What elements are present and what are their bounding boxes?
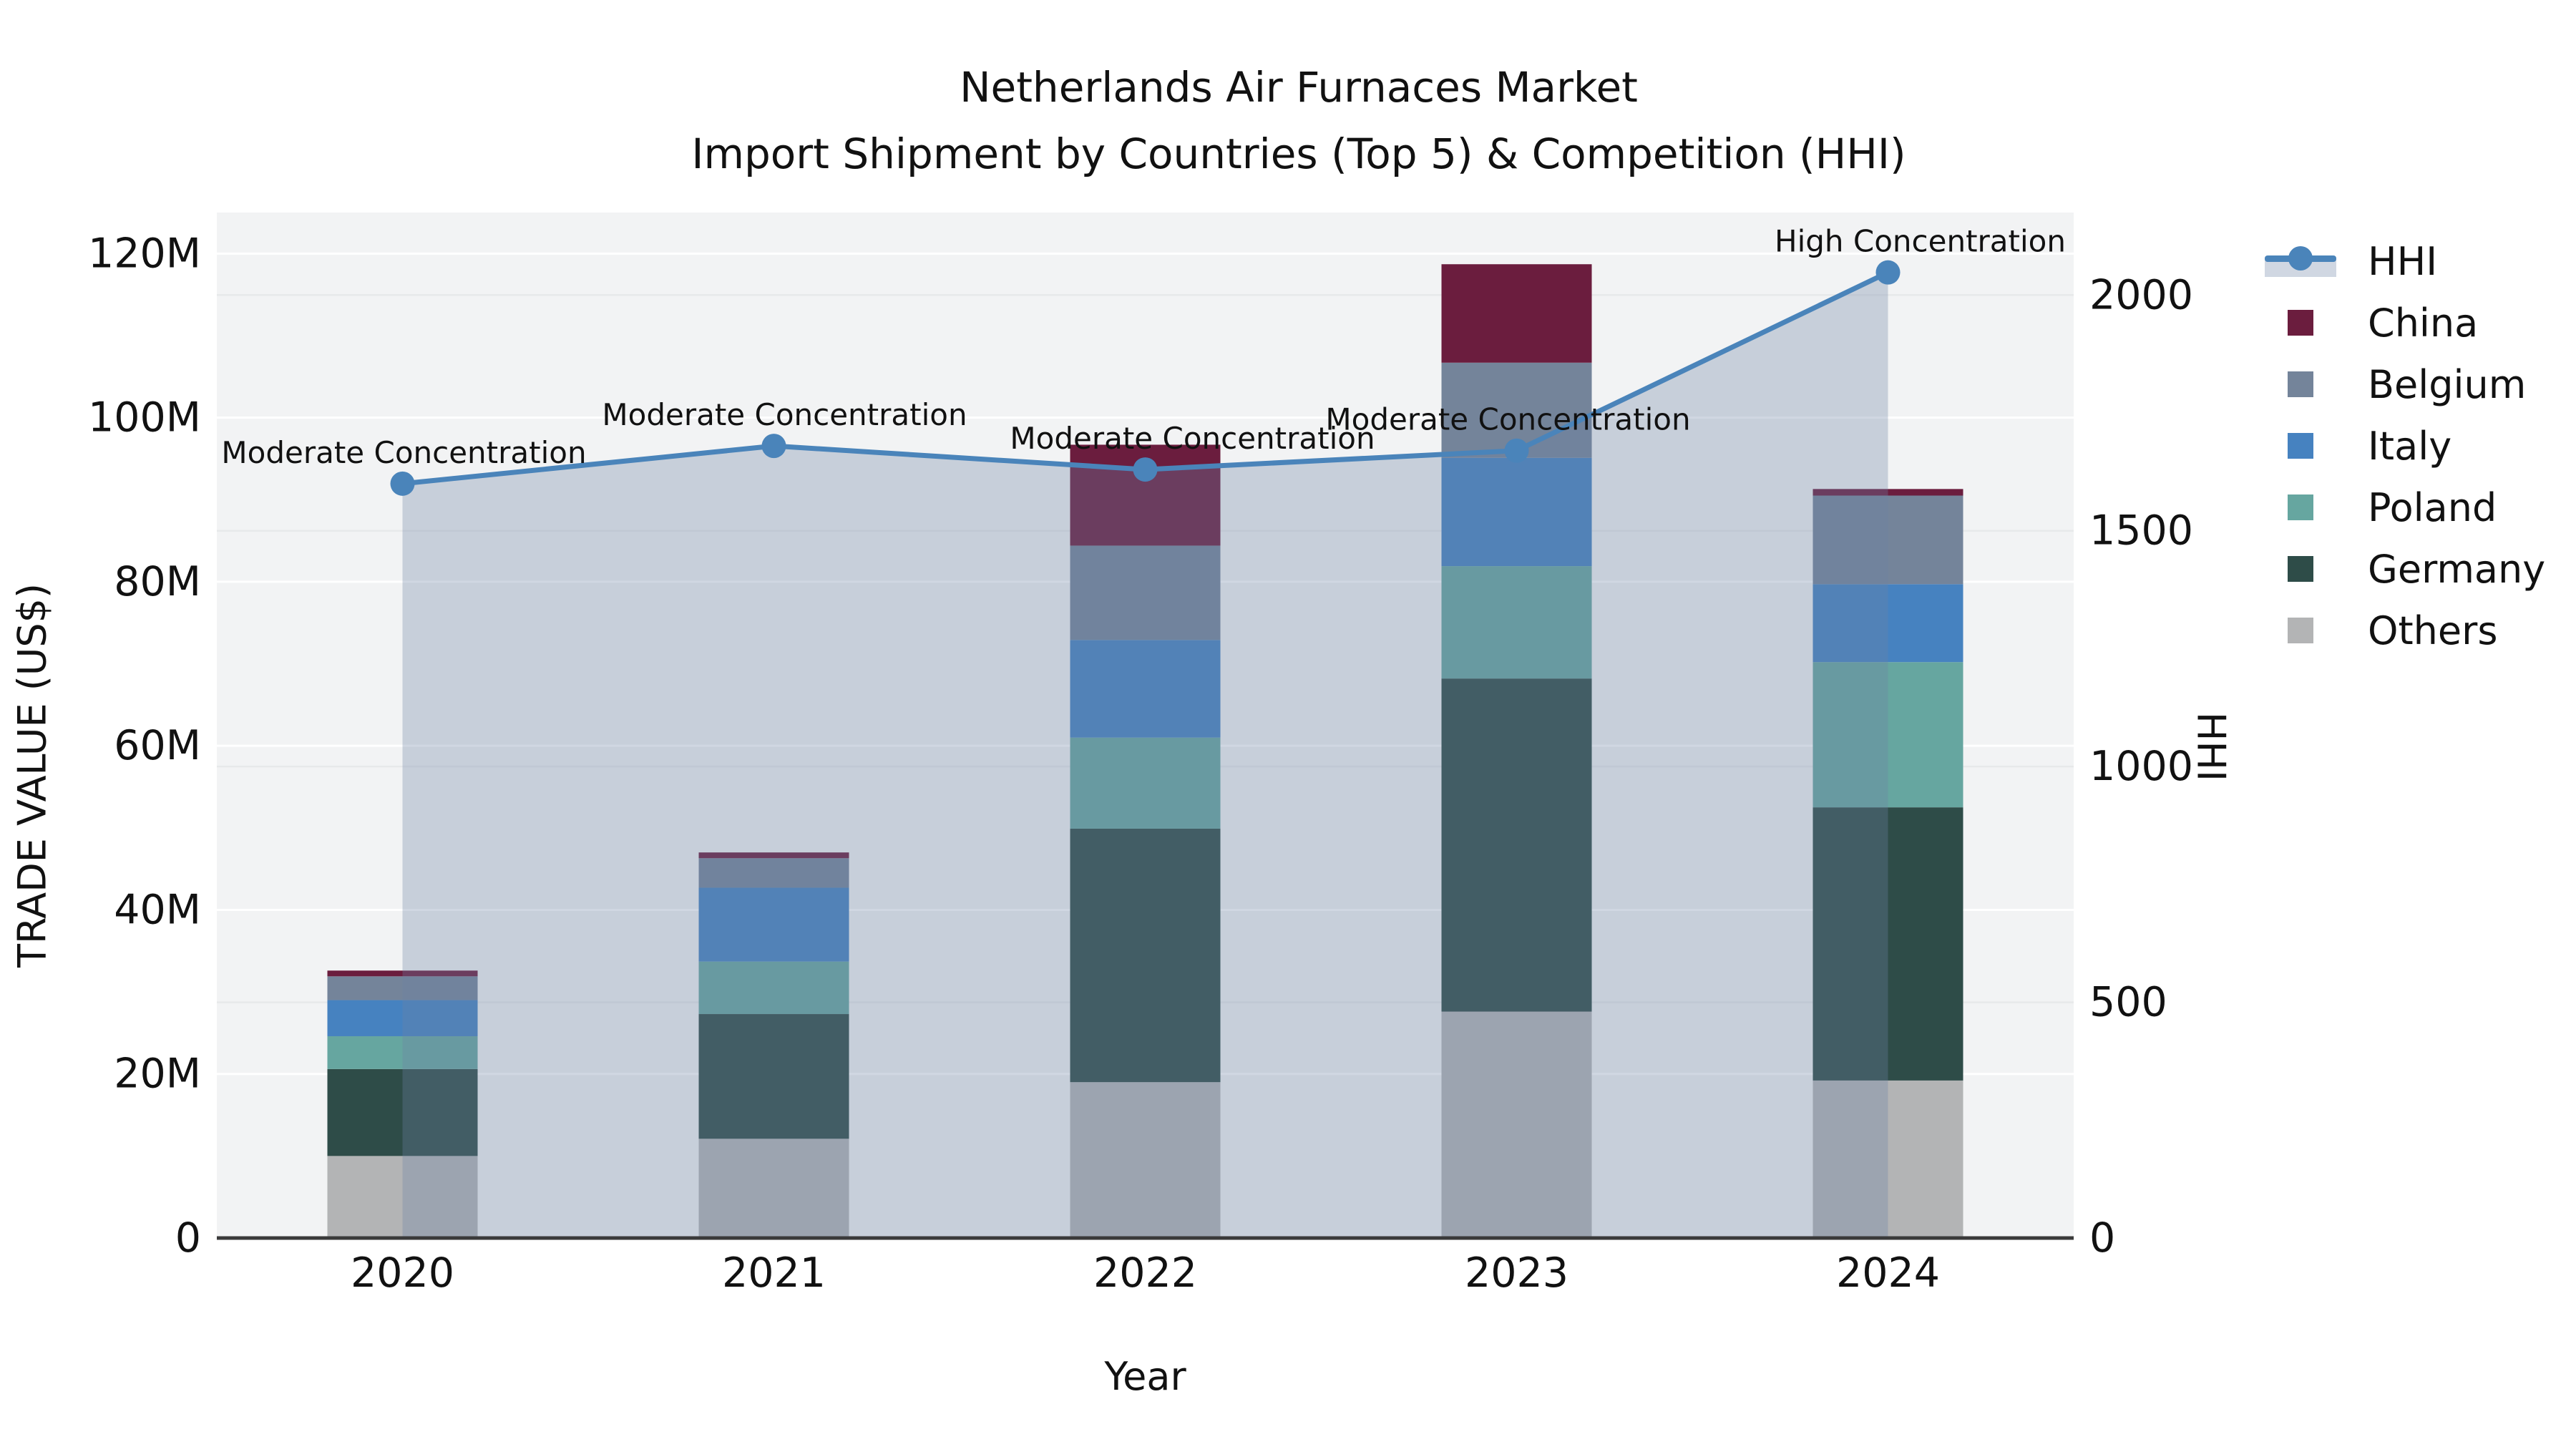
legend-hhi-line-icon — [2265, 245, 2336, 277]
color-swatch-icon — [2288, 433, 2313, 459]
hhi-area-fill — [402, 272, 1888, 1238]
bar-segment-germany-2024[interactable] — [1813, 807, 1963, 1081]
legend-hhi-marker-icon — [2288, 246, 2313, 271]
y-right-tick-label: 0 — [2089, 1214, 2115, 1262]
legend-item-others[interactable]: Others — [2265, 600, 2545, 661]
y-right-tick-label: 2000 — [2089, 271, 2193, 318]
legend-swatch-china — [2265, 310, 2336, 336]
bar-segment-italy-2020[interactable] — [327, 1000, 478, 1036]
y-axis-title-left: TRADE VALUE (US$) — [9, 583, 55, 968]
bar-segment-others-2021[interactable] — [698, 1139, 849, 1238]
annotation-2021: Moderate Concentration — [602, 397, 967, 432]
bar-segment-belgium-2021[interactable] — [698, 858, 849, 888]
x-tick-label-2024: 2024 — [1836, 1249, 1940, 1297]
legend-swatch-poland — [2265, 494, 2336, 520]
bar-segment-others-2024[interactable] — [1813, 1080, 1963, 1238]
color-swatch-icon — [2288, 494, 2313, 520]
bar-segment-italy-2021[interactable] — [698, 887, 849, 962]
legend-swatch-others — [2265, 618, 2336, 643]
y-right-tick-label: 500 — [2089, 979, 2167, 1026]
legend-label-poland: Poland — [2368, 484, 2497, 530]
chart-title: Netherlands Air Furnaces Market — [960, 63, 1638, 112]
bar-segment-germany-2021[interactable] — [698, 1014, 849, 1139]
hhi-marker-2024[interactable] — [1875, 260, 1901, 285]
legend-swatch-italy — [2265, 433, 2336, 459]
bar-segment-germany-2022[interactable] — [1070, 828, 1221, 1083]
legend-swatch-belgium — [2265, 371, 2336, 397]
legend-item-italy[interactable]: Italy — [2265, 415, 2545, 477]
x-tick-label-2021: 2021 — [722, 1249, 826, 1297]
bar-segment-belgium-2022[interactable] — [1070, 545, 1221, 640]
legend-label-germany: Germany — [2368, 546, 2546, 592]
bar-segment-others-2023[interactable] — [1441, 1011, 1592, 1238]
y-left-tick-label: 40M — [114, 886, 201, 933]
y-left-tick-label: 0 — [175, 1214, 201, 1262]
annotation-2020: Moderate Concentration — [221, 435, 586, 470]
legend-label-others: Others — [2368, 608, 2498, 653]
y-axis-title-right: HHI — [2188, 711, 2234, 782]
legend-item-poland[interactable]: Poland — [2265, 477, 2545, 538]
bar-segment-others-2020[interactable] — [327, 1156, 478, 1238]
bar-segment-china-2024[interactable] — [1813, 489, 1963, 496]
y-left-tick-label: 120M — [88, 230, 201, 277]
chart-subtitle: Import Shipment by Countries (Top 5) & C… — [691, 129, 1906, 178]
bar-segment-china-2020[interactable] — [327, 970, 478, 977]
y-right-tick-label: 1500 — [2089, 507, 2193, 555]
bar-segment-poland-2023[interactable] — [1441, 566, 1592, 679]
legend-swatch-germany — [2265, 556, 2336, 582]
bar-segment-china-2021[interactable] — [698, 852, 849, 859]
y-left-tick-label: 20M — [114, 1051, 201, 1098]
bar-segment-italy-2022[interactable] — [1070, 640, 1221, 738]
legend-item-germany[interactable]: Germany — [2265, 538, 2545, 600]
bar-segment-germany-2023[interactable] — [1441, 678, 1592, 1012]
y-left-tick-label: 60M — [114, 722, 201, 769]
hhi-marker-2020[interactable] — [390, 471, 415, 496]
bar-segment-poland-2024[interactable] — [1813, 662, 1963, 808]
y-right-tick-label: 1000 — [2089, 743, 2193, 790]
legend-item-hhi[interactable]: HHI — [2265, 230, 2545, 292]
y-left-tick-label: 80M — [114, 558, 201, 605]
color-swatch-icon — [2288, 618, 2313, 643]
x-tick-label-2022: 2022 — [1093, 1249, 1197, 1297]
annotation-2023: Moderate Concentration — [1325, 402, 1690, 437]
annotation-2022: Moderate Concentration — [1010, 421, 1375, 456]
legend-item-belgium[interactable]: Belgium — [2265, 354, 2545, 415]
x-axis-title: Year — [1104, 1354, 1186, 1399]
bar-segment-poland-2022[interactable] — [1070, 737, 1221, 829]
color-swatch-icon — [2288, 371, 2313, 397]
y-left-tick-label: 100M — [88, 394, 201, 442]
bar-segment-others-2022[interactable] — [1070, 1082, 1221, 1238]
bar-segment-poland-2021[interactable] — [698, 961, 849, 1015]
bar-segment-belgium-2020[interactable] — [327, 976, 478, 1000]
legend-label-hhi: HHI — [2368, 238, 2438, 284]
legend-item-china[interactable]: China — [2265, 292, 2545, 354]
legend-label-belgium: Belgium — [2368, 361, 2527, 407]
color-swatch-icon — [2288, 310, 2313, 336]
bar-segment-germany-2020[interactable] — [327, 1068, 478, 1156]
legend-label-italy: Italy — [2368, 423, 2452, 469]
bar-segment-china-2023[interactable] — [1441, 264, 1592, 363]
x-tick-label-2020: 2020 — [351, 1249, 454, 1297]
bar-segment-belgium-2024[interactable] — [1813, 495, 1963, 585]
hhi-marker-2022[interactable] — [1133, 457, 1158, 482]
annotation-2024: High Concentration — [1775, 224, 2066, 259]
color-swatch-icon — [2288, 556, 2313, 582]
bar-segment-italy-2023[interactable] — [1441, 457, 1592, 567]
bar-segment-poland-2020[interactable] — [327, 1036, 478, 1069]
hhi-marker-2021[interactable] — [761, 434, 786, 459]
bar-segment-italy-2024[interactable] — [1813, 584, 1963, 663]
legend: HHI China Belgium Italy Poland Germany Others — [2265, 230, 2545, 661]
x-tick-label-2023: 2023 — [1465, 1249, 1568, 1297]
hhi-marker-2023[interactable] — [1504, 438, 1529, 463]
legend-label-china: China — [2368, 300, 2479, 346]
chart-title-block: Netherlands Air Furnaces Market Import S… — [0, 54, 2576, 187]
